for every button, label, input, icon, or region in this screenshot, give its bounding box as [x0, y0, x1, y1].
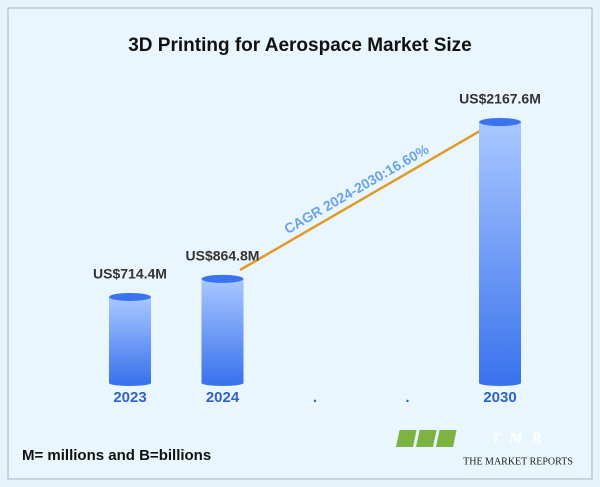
bar: [109, 296, 151, 383]
logo-text: THE MARKET REPORTS: [463, 456, 573, 467]
x-tick-label: .: [405, 389, 409, 406]
logo-tile: [435, 430, 457, 447]
x-tick-label: .: [313, 389, 317, 406]
x-tick-label: 2030: [483, 389, 516, 406]
logo-mark: TMR: [491, 430, 551, 446]
logo-tile: [395, 430, 417, 447]
logo: TMR THE MARKET REPORTS: [395, 430, 573, 467]
bar-top: [201, 274, 244, 283]
logo-tile: [415, 430, 437, 447]
value-label: US$864.8M: [186, 248, 260, 264]
bar-top: [109, 292, 151, 301]
bar-top: [479, 118, 521, 126]
chart-title: 3D Printing for Aerospace Market Size: [128, 35, 472, 56]
bar: [479, 122, 521, 383]
cagr-arrow: [239, 122, 493, 272]
bar-base: [109, 380, 151, 386]
footnote: M= millions and B=billions: [22, 447, 211, 464]
x-tick-label: 2024: [206, 389, 240, 406]
bar-base: [201, 380, 244, 386]
x-tick-label: 2023: [113, 389, 146, 406]
bar: [201, 278, 244, 383]
bar-base: [479, 380, 521, 386]
value-label: US$714.4M: [93, 266, 167, 282]
value-label: US$2167.6M: [459, 91, 541, 107]
